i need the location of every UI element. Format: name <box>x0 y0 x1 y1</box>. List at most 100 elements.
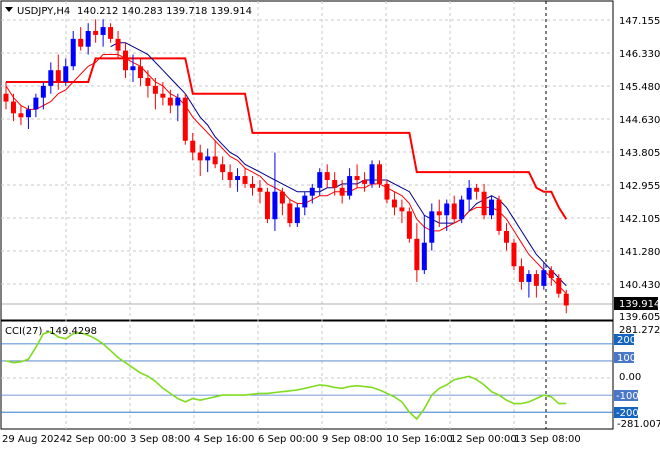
candle-body <box>205 156 211 161</box>
time-tick: 2 Sep 00:00 <box>66 434 126 445</box>
candle-body <box>279 191 285 204</box>
candle-body <box>272 191 278 220</box>
chart-header: USDJPY,H4 140.212 140.283 139.718 139.91… <box>5 6 252 17</box>
candle-body <box>182 97 188 141</box>
candle-body <box>145 78 151 86</box>
cci-axis-min: -281.0073 <box>617 419 660 430</box>
candle-body <box>250 183 256 188</box>
candle-body <box>459 199 465 220</box>
candle-body <box>197 152 203 161</box>
candle-body <box>287 203 293 224</box>
candle-body <box>399 207 405 212</box>
gridlines <box>1 1 613 429</box>
price-tick: 144.630 <box>619 115 660 126</box>
candle-body <box>167 97 173 106</box>
cci-axis: 281.2729 200 100 0.00 -100 -200 -281.007… <box>614 325 660 430</box>
price-axis: 147.155 146.330 145.480 144.630 143.805 … <box>614 16 660 323</box>
candle-body <box>115 38 121 51</box>
cci-axis-max: 281.2729 <box>619 325 660 336</box>
chevron-down-icon[interactable] <box>5 7 13 12</box>
price-tick: 143.805 <box>619 148 660 159</box>
candle-body <box>25 109 31 118</box>
cci-level-badge-200 <box>614 334 634 345</box>
cci-level-neg200: -200 <box>616 408 639 419</box>
candle-body <box>317 172 323 188</box>
candle-body <box>354 176 360 180</box>
candle-body <box>339 187 345 196</box>
time-tick: 10 Sep 16:00 <box>386 434 453 445</box>
candle-body <box>362 179 368 184</box>
candle-body <box>451 203 457 220</box>
slow-ma-series <box>110 42 567 287</box>
cci-level-badge-100 <box>614 352 634 363</box>
cci-axis-zero: 0.00 <box>619 372 641 383</box>
cci-title: CCI(27) -149.4298 <box>5 326 97 337</box>
candle-body <box>391 199 397 208</box>
candle-body <box>489 199 495 216</box>
candle-body <box>242 176 248 184</box>
candle-body <box>227 172 233 180</box>
current-price-badge <box>614 297 658 310</box>
candle-body <box>93 30 99 35</box>
candle-body <box>3 93 9 102</box>
cci-panel-frame <box>0 320 614 430</box>
price-tick: 140.430 <box>619 280 660 291</box>
candle-body <box>406 211 412 239</box>
candle-body <box>414 238 420 271</box>
cci-level-100: 100 <box>617 353 636 364</box>
price-tick: 145.480 <box>619 82 660 93</box>
price-tick: 147.155 <box>619 16 660 27</box>
candle-body <box>347 176 353 196</box>
candle-body <box>466 187 472 200</box>
cci-level-lines <box>1 343 613 413</box>
candle-body <box>481 191 487 216</box>
price-tick: 142.955 <box>619 181 660 192</box>
price-tick: 146.330 <box>619 49 660 60</box>
candle-body <box>526 274 532 282</box>
candle-body <box>63 66 69 82</box>
candle-body <box>18 113 24 118</box>
candle-body <box>220 164 226 173</box>
candle-body <box>152 85 158 94</box>
candle-body <box>33 97 39 110</box>
cci-level-neg100: -100 <box>616 391 639 402</box>
candle-body <box>294 207 300 224</box>
candle-body <box>518 266 524 282</box>
candle-body <box>429 211 435 243</box>
cci-line <box>5 331 567 421</box>
candle-body <box>48 70 54 86</box>
time-tick: 13 Sep 08:00 <box>514 434 581 445</box>
fast-ma-series <box>5 54 567 295</box>
candle-body <box>10 101 16 114</box>
candle-body <box>257 187 263 192</box>
candle-body <box>563 293 569 306</box>
candle-body <box>332 179 338 188</box>
candle-body <box>212 156 218 165</box>
time-tick: 4 Sep 16:00 <box>194 434 254 445</box>
current-price-label: 139.914 <box>619 299 660 310</box>
slow-ma-line <box>110 42 567 287</box>
candle-body <box>324 172 330 180</box>
price-tick: 141.280 <box>619 247 660 258</box>
candle-body <box>160 93 166 98</box>
candle-body <box>421 242 427 271</box>
candle-body <box>369 164 375 184</box>
symbol-label: USDJPY,H4 <box>17 6 70 17</box>
candle-body <box>130 66 136 71</box>
fast-ma-line <box>5 54 567 295</box>
candle-body <box>533 274 539 286</box>
time-tick: 12 Sep 00:00 <box>450 434 517 445</box>
candle-body <box>503 230 509 243</box>
ohlc-label: 140.212 140.283 139.718 139.914 <box>77 6 252 17</box>
candle-body <box>511 242 517 267</box>
candle-body <box>496 199 502 231</box>
time-tick: 3 Sep 08:00 <box>130 434 190 445</box>
time-tick: 6 Sep 00:00 <box>258 434 318 445</box>
price-tick: 139.605 <box>619 312 660 323</box>
candle-body <box>548 270 554 278</box>
candle-body <box>70 38 76 67</box>
candle-body <box>175 97 181 106</box>
price-tick: 142.105 <box>619 214 660 225</box>
candle-body <box>190 140 196 153</box>
